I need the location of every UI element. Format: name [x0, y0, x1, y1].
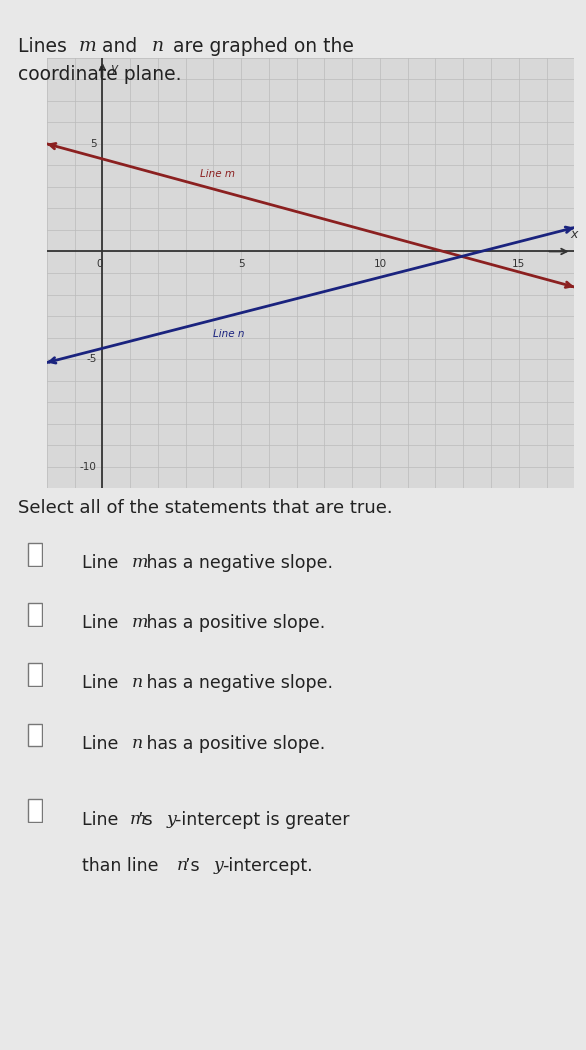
Text: has a positive slope.: has a positive slope.: [141, 735, 325, 753]
Text: ’s: ’s: [138, 811, 158, 828]
Text: m: m: [79, 37, 97, 55]
Text: Line m: Line m: [200, 169, 234, 179]
Text: n: n: [132, 735, 143, 752]
Text: m: m: [132, 614, 148, 631]
Text: -5: -5: [87, 354, 97, 364]
Text: has a negative slope.: has a negative slope.: [141, 554, 333, 572]
Text: and: and: [96, 37, 143, 56]
Text: Lines: Lines: [18, 37, 73, 56]
Text: has a positive slope.: has a positive slope.: [141, 614, 325, 632]
Text: Select all of the statements that are true.: Select all of the statements that are tr…: [18, 499, 392, 517]
Text: 0: 0: [96, 259, 103, 269]
Text: -intercept is greater: -intercept is greater: [175, 811, 349, 828]
Text: m: m: [132, 554, 148, 571]
Text: 15: 15: [512, 259, 526, 269]
Text: 5: 5: [238, 259, 244, 269]
Text: 10: 10: [373, 259, 387, 269]
Text: ’s: ’s: [185, 857, 205, 875]
Text: -intercept.: -intercept.: [222, 857, 312, 875]
Text: coordinate plane.: coordinate plane.: [18, 65, 181, 84]
Text: n: n: [177, 857, 188, 874]
Text: x: x: [570, 228, 577, 240]
Text: Line: Line: [82, 735, 124, 753]
Text: -10: -10: [80, 462, 97, 471]
Text: y: y: [166, 811, 176, 827]
Text: are graphed on the: are graphed on the: [167, 37, 354, 56]
Text: y: y: [213, 857, 223, 874]
Text: n: n: [151, 37, 163, 55]
Text: Line: Line: [82, 811, 124, 828]
Text: Line n: Line n: [213, 329, 245, 339]
Text: n: n: [132, 674, 143, 691]
Text: Line: Line: [82, 614, 124, 632]
Text: has a negative slope.: has a negative slope.: [141, 674, 333, 692]
Text: Line: Line: [82, 674, 124, 692]
Text: Line: Line: [82, 554, 124, 572]
Text: 5: 5: [90, 139, 97, 149]
Text: y: y: [111, 62, 118, 75]
Text: m: m: [130, 811, 146, 827]
Text: than line: than line: [82, 857, 164, 875]
